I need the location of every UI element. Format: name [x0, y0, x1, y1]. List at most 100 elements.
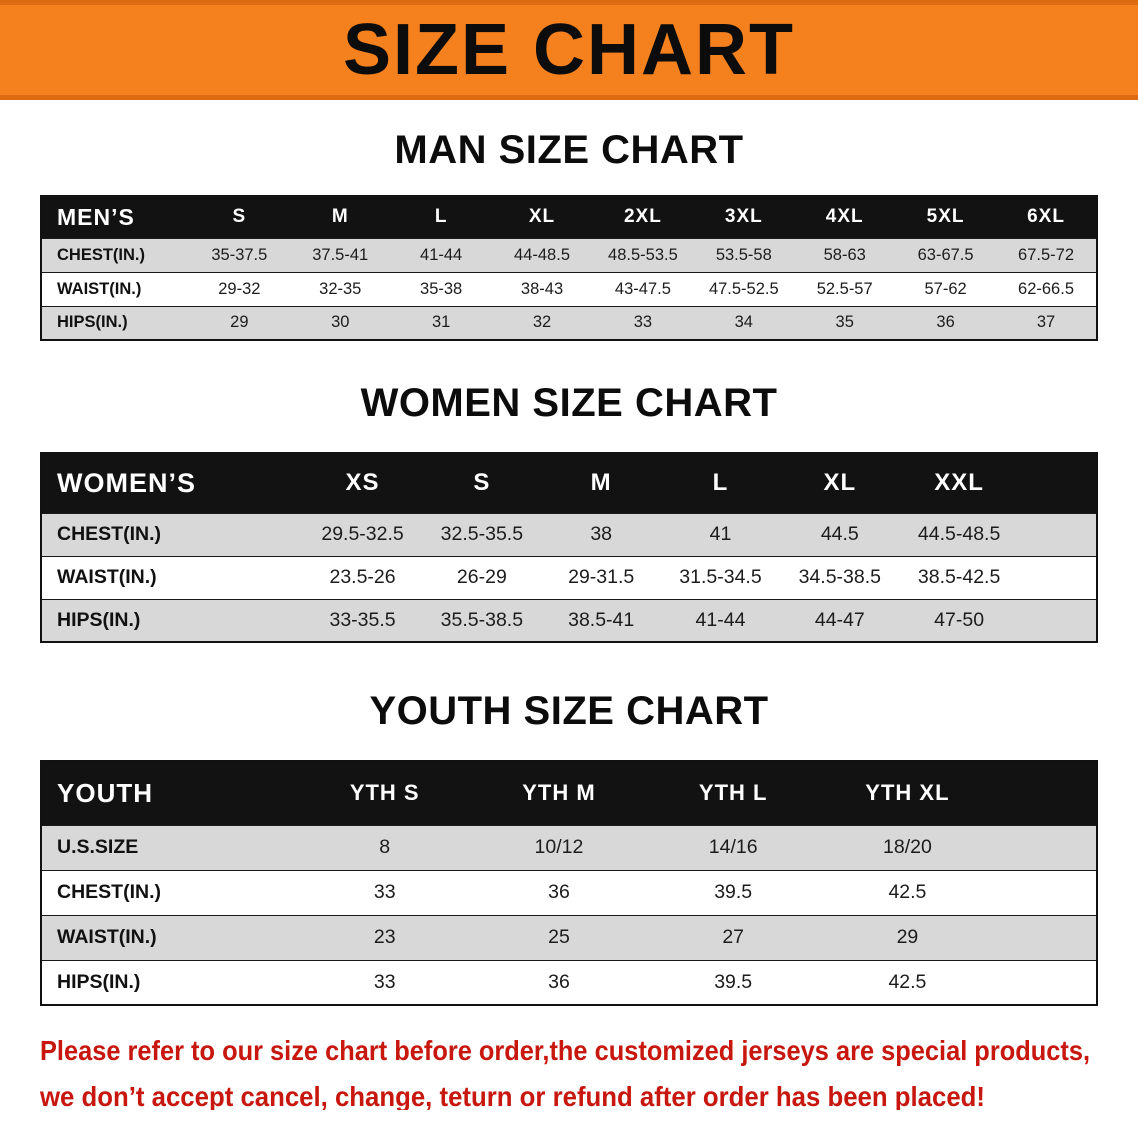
column-header: YTH XL — [820, 761, 995, 825]
size-value-cell: 29-31.5 — [541, 555, 661, 599]
size-value-cell: 32-35 — [289, 271, 391, 306]
table-header-row: YOUTH YTH S YTH M YTH L YTH XL — [41, 761, 1097, 825]
row-label: HIPS(IN.) — [41, 598, 303, 642]
spacer-cell — [994, 869, 1097, 915]
size-value-cell: 30 — [289, 305, 391, 340]
disclaimer-line-1: Please refer to our size chart before or… — [40, 1035, 1090, 1066]
row-label: CHEST(IN.) — [41, 237, 189, 272]
size-value-cell: 41-44 — [390, 237, 492, 272]
row-label: CHEST(IN.) — [41, 512, 303, 556]
column-header: 3XL — [693, 196, 795, 238]
column-header: 6XL — [996, 196, 1097, 238]
measurement-row: HIPS(IN.) 33 36 39.5 42.5 — [41, 959, 1097, 1005]
size-value-cell: 44.5-48.5 — [899, 512, 1019, 556]
spacer-cell — [994, 761, 1097, 825]
size-value-cell: 63-67.5 — [895, 237, 997, 272]
column-header: YTH L — [646, 761, 821, 825]
size-value-cell: 62-66.5 — [996, 271, 1097, 306]
size-value-cell: 25 — [471, 914, 647, 960]
size-value-cell: 38.5-41 — [541, 598, 661, 642]
spacer-cell — [1018, 598, 1097, 642]
size-value-cell: 47-50 — [899, 598, 1019, 642]
size-value-cell: 43-47.5 — [592, 271, 694, 306]
measurement-row: HIPS(IN.) 29 30 31 32 33 34 35 36 37 — [41, 305, 1097, 340]
page-title: SIZE CHART — [343, 10, 795, 90]
column-header: M — [541, 453, 661, 513]
size-value-cell: 39.5 — [646, 869, 821, 915]
column-header: L — [390, 196, 492, 238]
size-value-cell: 27 — [646, 914, 821, 960]
disclaimer-note: Please refer to our size chart before or… — [40, 1035, 1090, 1110]
row-label: HIPS(IN.) — [41, 959, 298, 1005]
size-value-cell: 29-32 — [188, 271, 290, 306]
size-value-cell: 33 — [592, 305, 694, 340]
size-value-cell: 14/16 — [646, 824, 821, 870]
spacer-cell — [1018, 512, 1097, 556]
table-header-row: MEN’S S M L XL 2XL 3XL 4XL 5XL 6XL — [41, 196, 1097, 238]
women-size-chart-section: WOMEN SIZE CHART WOMEN’S XS S M L XL XXL CHEST(… — [0, 381, 1138, 643]
corner-label: WOMEN’S — [41, 453, 303, 513]
size-value-cell: 29 — [820, 914, 995, 960]
size-value-cell: 31.5-34.5 — [660, 555, 781, 599]
column-header: S — [188, 196, 290, 238]
row-label: WAIST(IN.) — [41, 555, 303, 599]
column-header: XXL — [899, 453, 1019, 513]
size-value-cell: 23 — [297, 914, 472, 960]
banner: SIZE CHART — [0, 0, 1138, 100]
column-header: XL — [491, 196, 593, 238]
size-value-cell: 48.5-53.5 — [592, 237, 694, 272]
size-value-cell: 44.5 — [780, 512, 900, 556]
spacer-cell — [994, 959, 1097, 1005]
column-header: XL — [780, 453, 900, 513]
size-value-cell: 52.5-57 — [794, 271, 896, 306]
size-value-cell: 41-44 — [660, 598, 781, 642]
women-size-chart-heading: WOMEN SIZE CHART — [360, 381, 778, 425]
size-value-cell: 58-63 — [794, 237, 896, 272]
row-label: WAIST(IN.) — [41, 914, 298, 960]
size-value-cell: 38.5-42.5 — [899, 555, 1019, 599]
size-value-cell: 41 — [660, 512, 781, 556]
size-value-cell: 10/12 — [471, 824, 647, 870]
size-value-cell: 35 — [794, 305, 896, 340]
row-label: U.S.SIZE — [41, 824, 298, 870]
men-size-chart-section: MAN SIZE CHART MEN’S S M L XL 2XL 3XL 4XL 5XL 6XL… — [0, 128, 1138, 341]
measurement-row: HIPS(IN.) 33-35.5 35.5-38.5 38.5-41 41-44 44-… — [41, 598, 1097, 642]
women-size-table: WOMEN’S XS S M L XL XXL CHEST(IN.) 29.5-32.5 32.5… — [40, 452, 1098, 643]
men-size-chart-heading: MAN SIZE CHART — [394, 128, 744, 172]
size-value-cell: 8 — [297, 824, 472, 870]
size-value-cell: 23.5-26 — [302, 555, 423, 599]
column-header: YTH S — [297, 761, 472, 825]
measurement-row: WAIST(IN.) 23 25 27 29 — [41, 914, 1097, 960]
column-header: 4XL — [794, 196, 896, 238]
measurement-row: CHEST(IN.) 35-37.5 37.5-41 41-44 44-48.5 48.5… — [41, 237, 1097, 272]
size-value-cell: 37 — [996, 305, 1097, 340]
spacer-cell — [1018, 453, 1097, 513]
size-value-cell: 53.5-58 — [693, 237, 795, 272]
youth-size-table: YOUTH YTH S YTH M YTH L YTH XL U.S.SIZE 8 10/12… — [40, 760, 1098, 1006]
youth-size-chart-heading: YOUTH SIZE CHART — [369, 689, 769, 733]
size-value-cell: 32.5-35.5 — [422, 512, 542, 556]
size-value-cell: 35-38 — [390, 271, 492, 306]
size-value-cell: 35-37.5 — [188, 237, 290, 272]
size-value-cell: 36 — [471, 959, 647, 1005]
size-value-cell: 47.5-52.5 — [693, 271, 795, 306]
size-value-cell: 35.5-38.5 — [422, 598, 542, 642]
size-value-cell: 33 — [297, 869, 472, 915]
size-value-cell: 18/20 — [820, 824, 995, 870]
size-value-cell: 32 — [491, 305, 593, 340]
size-value-cell: 33 — [297, 959, 472, 1005]
spacer-cell — [994, 824, 1097, 870]
size-value-cell: 36 — [471, 869, 647, 915]
measurement-row: WAIST(IN.) 23.5-26 26-29 29-31.5 31.5-34.5 34… — [41, 555, 1097, 599]
size-value-cell: 57-62 — [895, 271, 997, 306]
column-header: L — [660, 453, 781, 513]
size-value-cell: 44-47 — [780, 598, 900, 642]
column-header: S — [422, 453, 542, 513]
row-label: WAIST(IN.) — [41, 271, 189, 306]
measurement-row: U.S.SIZE 8 10/12 14/16 18/20 — [41, 824, 1097, 870]
size-value-cell: 44-48.5 — [491, 237, 593, 272]
size-value-cell: 38-43 — [491, 271, 593, 306]
corner-label: MEN’S — [41, 196, 189, 238]
size-value-cell: 42.5 — [820, 869, 995, 915]
